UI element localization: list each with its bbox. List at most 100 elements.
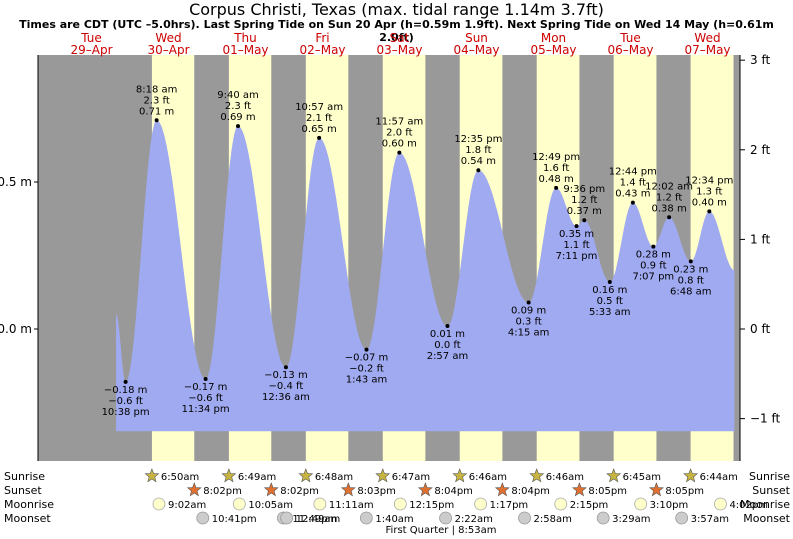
right-axis-label: 3 ft [750, 53, 770, 67]
day-weekday-label: Fri [315, 31, 329, 45]
sunrise-icon [144, 468, 160, 483]
day-date-label: 01–May [222, 43, 268, 57]
day-date-label: 04–May [453, 43, 499, 57]
day-date-label: 07–May [684, 43, 730, 57]
sunset-time: 8:02pm [203, 486, 242, 497]
sunset-row-label-left: Sunset [4, 484, 42, 497]
tide-label: 0.0 ft [434, 340, 460, 351]
tide-label: 0.35 m [559, 229, 594, 240]
right-axis-label: 0 ft [750, 322, 770, 336]
tide-point [667, 215, 672, 220]
sunset-icon [648, 482, 664, 497]
moonrise-row-label-right: Moonrise [740, 498, 790, 511]
moonset-time: 2:22am [455, 514, 493, 525]
sunset-time: 8:05pm [588, 486, 627, 497]
moonrise-time: 10:05am [248, 500, 293, 511]
tide-point [554, 185, 559, 190]
day-weekday-label: Wed [694, 31, 720, 45]
moon-phase-label: First Quarter | 8:53am [386, 525, 497, 536]
tide-label: 0.69 m [220, 112, 255, 123]
sunrise-time: 6:49am [238, 472, 276, 483]
sunrise-icon [452, 468, 468, 483]
moonrise-icon [554, 497, 568, 511]
sunrise-icon [529, 468, 545, 483]
tide-label: −0.17 m [184, 382, 228, 393]
tide-label: 1.6 ft [543, 163, 569, 174]
tide-label: 10:38 pm [102, 407, 150, 418]
sunrise-icon [683, 468, 699, 483]
day-weekday-label: Thu [233, 31, 257, 45]
sunrise-icon [375, 468, 391, 483]
moonrise-time: 9:02am [168, 500, 206, 511]
tide-label: −0.6 ft [188, 393, 223, 404]
tide-point [123, 379, 128, 384]
day-date-label: 05–May [530, 43, 576, 57]
moonset-icon [675, 511, 689, 525]
moonrise-time: 12:15pm [409, 500, 454, 511]
tide-label: 1.4 ft [620, 178, 646, 189]
sunrise-time: 6:47am [392, 472, 430, 483]
tide-point [476, 168, 481, 173]
moonrise-row-label-left: Moonrise [4, 498, 54, 511]
tide-point [607, 279, 612, 284]
sunset-time: 8:04pm [434, 486, 473, 497]
moonrise-time: 1:17pm [490, 500, 529, 511]
day-weekday-label: Sat [390, 31, 410, 45]
day-weekday-label: Wed [155, 31, 181, 45]
sunset-time: 8:04pm [511, 486, 550, 497]
sunrise-time: 6:46am [469, 472, 507, 483]
sunrise-time: 6:45am [623, 472, 661, 483]
sunset-icon [571, 482, 587, 497]
tide-point [630, 200, 635, 205]
tide-point [283, 365, 288, 370]
moonset-row-label-right: Moonset [743, 512, 790, 525]
tide-label: 0.23 m [673, 264, 708, 275]
day-weekday-label: Tue [80, 31, 102, 45]
sunset-row-label-right: Sunset [752, 484, 790, 497]
tide-label: 0.54 m [461, 156, 496, 167]
moonset-icon [439, 511, 452, 525]
day-date-label: 02–May [299, 43, 345, 57]
sunrise-time: 6:48am [315, 472, 353, 483]
moonrise-icon [634, 497, 648, 511]
sunrise-time: 6:50am [161, 472, 199, 483]
tide-label: 2.3 ft [143, 95, 169, 106]
tide-label: 0.65 m [302, 124, 337, 135]
right-axis-label: 2 ft [750, 143, 770, 157]
right-axis-label: 1 ft [750, 232, 770, 246]
tide-label: 9:36 pm [563, 184, 605, 195]
day-date-label: 30–Apr [147, 43, 189, 57]
tide-label: 12:44 pm [609, 167, 657, 178]
moonrise-time: 3:10pm [650, 500, 689, 511]
tide-point [688, 259, 693, 264]
moonrise-time: 2:15pm [570, 500, 609, 511]
sunrise-time: 6:46am [546, 472, 584, 483]
tide-label: 7:07 pm [632, 272, 674, 283]
sunset-icon [263, 482, 279, 497]
tide-label: 0.01 m [430, 329, 465, 340]
tide-label: 9:40 am [217, 90, 259, 101]
tide-label: −0.2 ft [349, 364, 384, 375]
moonset-time: 10:41pm [212, 514, 257, 525]
moonset-icon [359, 511, 373, 525]
moonset-time: 3:29am [612, 514, 650, 525]
tide-point [526, 300, 531, 305]
moonset-icon [518, 511, 531, 525]
tide-label: 0.71 m [139, 106, 174, 117]
tide-label: 0.16 m [592, 285, 627, 296]
tide-label: 5:33 am [589, 307, 631, 318]
moonrise-icon [152, 497, 166, 511]
sunset-time: 8:02pm [280, 486, 319, 497]
tide-point [397, 150, 402, 155]
sunrise-row-label-left: Sunrise [4, 470, 45, 483]
moonrise-time: 4:02pm [729, 500, 768, 511]
tide-label: 0.8 ft [678, 275, 704, 286]
sunset-icon [494, 482, 510, 497]
tide-point [203, 376, 208, 381]
moonrise-icon [474, 497, 488, 511]
tide-label: 12:02 am [645, 181, 693, 192]
right-axis-label: −1 ft [750, 412, 781, 426]
sunset-time: 8:03pm [357, 486, 396, 497]
tide-label: 2:57 am [427, 351, 469, 362]
